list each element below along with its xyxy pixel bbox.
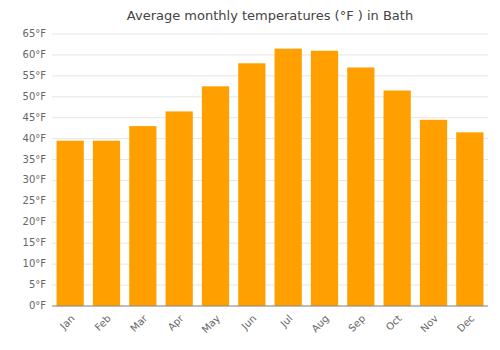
y-tick-label: 45°F: [23, 112, 47, 123]
y-tick-label: 10°F: [23, 258, 47, 269]
x-tick-label: Feb: [93, 313, 113, 333]
x-tick-label: Sep: [346, 313, 367, 334]
bar: [129, 126, 156, 306]
chart: 0°F 5°F 10°F 15°F 20°F 25°F 30°F 35°F 40°F 45°F 50…: [0, 0, 500, 350]
y-grid: [52, 34, 488, 306]
x-tick-label: Mar: [128, 312, 150, 334]
bar: [420, 120, 447, 306]
x-axis-line: [52, 306, 488, 307]
y-tick-label: 0°F: [29, 300, 46, 311]
grid-line: [52, 34, 488, 35]
y-tick-label: 55°F: [23, 70, 47, 81]
grid-line: [52, 117, 488, 118]
title: Average monthly temperatures (°F ) in Ba…: [127, 8, 413, 23]
y-tick-labels: 0°F 5°F 10°F 15°F 20°F 25°F 30°F 35°F 40°F 45°F 50…: [23, 28, 47, 311]
grid-line: [52, 54, 488, 55]
x-tick-label: Jan: [57, 313, 76, 332]
y-tick-label: 20°F: [23, 216, 47, 227]
x-tick-label: Apr: [166, 312, 187, 333]
bar: [238, 63, 265, 306]
y-tick-label: 60°F: [23, 49, 47, 60]
x-tick-label: Oct: [384, 313, 404, 333]
grid-line: [52, 75, 488, 76]
bars: [57, 49, 484, 306]
y-tick-label: 50°F: [23, 91, 47, 102]
y-tick-label: 35°F: [23, 154, 47, 165]
bar: [166, 111, 193, 306]
x-tick-label: Dec: [455, 313, 476, 334]
bar: [202, 86, 229, 306]
y-tick-label: 15°F: [23, 237, 47, 248]
x-tick-label: Nov: [418, 313, 440, 335]
bar: [456, 132, 483, 306]
y-tick-label: 40°F: [23, 133, 47, 144]
bar: [347, 67, 374, 306]
x-tick-label: Jun: [239, 313, 259, 333]
x-tick-label: Jul: [278, 313, 295, 330]
x-tick-labels: Jan Feb Mar Apr May Jun Jul Aug Sep Oct Nov Dec: [57, 312, 476, 335]
bar: [384, 90, 411, 306]
background: [0, 0, 500, 350]
bar: [275, 49, 302, 306]
bar: [57, 141, 84, 306]
bar: [93, 141, 120, 306]
y-tick-label: 25°F: [23, 195, 47, 206]
y-tick-label: 5°F: [29, 279, 46, 290]
y-tick-label: 30°F: [23, 174, 47, 185]
bar: [311, 51, 338, 306]
grid-line: [52, 96, 488, 97]
y-tick-label: 65°F: [23, 28, 47, 39]
x-tick-label: Aug: [309, 313, 331, 335]
grid-line: [52, 306, 488, 307]
x-tick-label: May: [200, 313, 222, 335]
